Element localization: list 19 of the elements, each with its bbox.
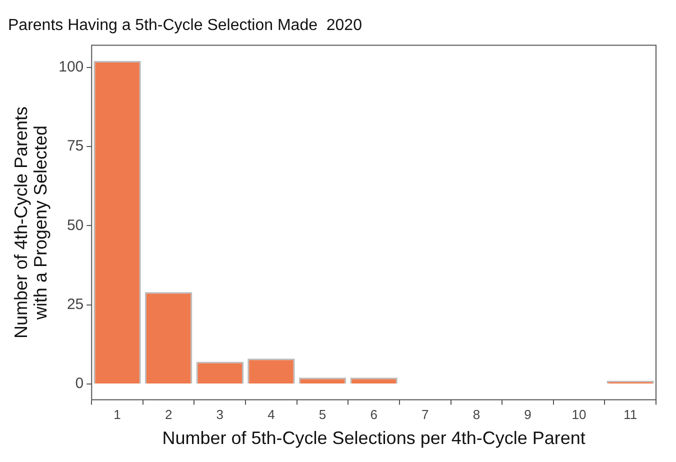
x-tick-label: 3 — [216, 407, 224, 422]
y-tick-label: 0 — [75, 375, 84, 392]
x-tick-label: 1 — [114, 407, 121, 422]
x-tick-label: 2 — [164, 407, 172, 422]
y-tick-label: 25 — [66, 296, 84, 313]
x-tick-label: 11 — [624, 407, 638, 422]
x-tick-label: 7 — [422, 407, 429, 422]
chart-title: Parents Having a 5th-Cycle Selection Made 2020 — [8, 17, 362, 34]
x-tick-label: 10 — [572, 407, 586, 422]
x-tick-label: 6 — [370, 407, 378, 422]
x-tick-label: 5 — [318, 407, 326, 422]
y-tick-label: 50 — [66, 216, 84, 234]
x-tick-label: 8 — [472, 407, 480, 422]
y-axis-title: Number of 4th-Cycle Parents with a Progeny Selected — [10, 106, 51, 339]
y-tick-label: 100 — [58, 58, 84, 76]
y-tick-label: 75 — [66, 138, 84, 155]
x-tick-label: 4 — [268, 407, 275, 422]
x-axis-title: Number of 5th-Cycle Selections per 4th-Cycle Parent — [162, 428, 586, 448]
x-tick-label: 9 — [524, 407, 532, 422]
